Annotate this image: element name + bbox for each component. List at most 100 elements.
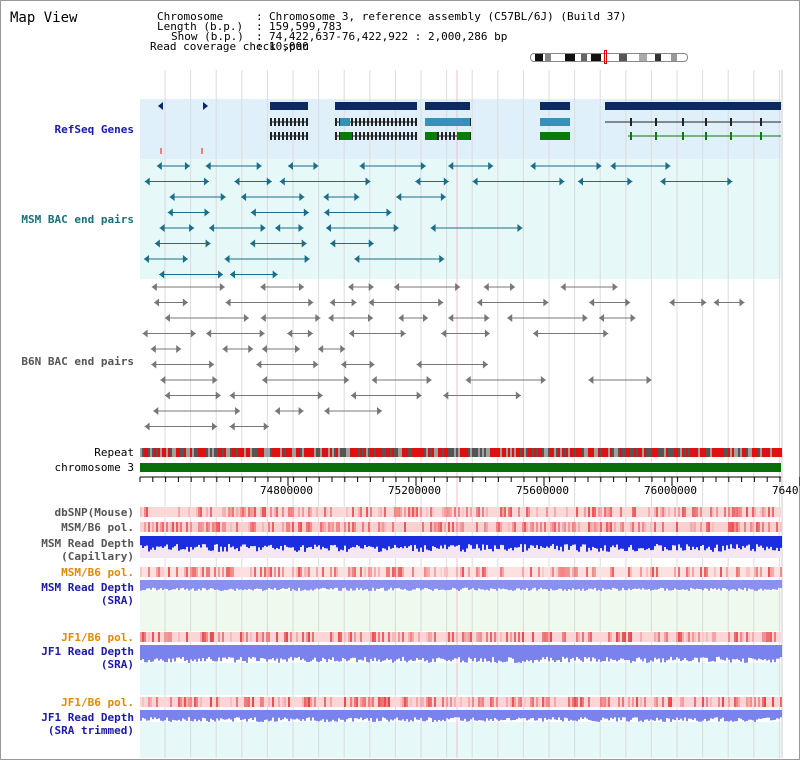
msm-depth-sra-column xyxy=(636,580,638,589)
msm-depth-cap-column xyxy=(530,536,532,546)
msm-depth-sra-column xyxy=(740,580,742,590)
msm-b6-pol2-track-cell xyxy=(278,567,280,577)
track-label-jf1-pol-1[interactable]: JF1/B6 pol. xyxy=(61,631,134,644)
jf1-depth-sra-column xyxy=(466,645,468,663)
jf1-depth-trim-column xyxy=(630,710,632,720)
msm-depth-cap-column xyxy=(414,536,416,545)
repeat-cell xyxy=(290,448,292,457)
exon xyxy=(294,132,296,140)
track-label-msm-depth-cap-1[interactable]: MSM Read Depth xyxy=(41,537,134,550)
jf1-pol-track-cell xyxy=(548,632,550,642)
repeat-cell xyxy=(152,448,154,457)
jf1-depth-trim-column xyxy=(654,710,656,721)
msm-b6-pol2-track-cell xyxy=(214,567,216,577)
repeat-cell xyxy=(440,448,442,457)
jf1-pol2-track-cell xyxy=(400,697,402,707)
jf1-depth-sra-column xyxy=(180,645,182,659)
msm-b6-pol2-track-cell xyxy=(476,567,478,577)
jf1-depth-sra-column xyxy=(176,645,178,658)
dbsnp-track-cell xyxy=(470,507,472,517)
repeat-cell xyxy=(390,448,392,457)
b6n-bac-pair-end xyxy=(243,314,249,322)
msm-depth-sra-column xyxy=(288,580,290,588)
jf1-pol-track-cell xyxy=(616,632,618,642)
track-label-repeat[interactable]: Repeat xyxy=(94,446,134,459)
msm-depth-sra-column xyxy=(570,580,572,591)
jf1-depth-trim-column xyxy=(330,710,332,722)
msm-b6-pol-track-cell xyxy=(706,522,708,532)
dbsnp-track-cell xyxy=(736,507,738,517)
repeat-cell xyxy=(748,448,750,457)
repeat-cell xyxy=(212,448,214,457)
track-label-msm-b6-pol-2[interactable]: MSM/B6 pol. xyxy=(61,566,134,579)
jf1-depth-sra-column xyxy=(306,645,308,663)
jf1-depth-sra-column xyxy=(578,645,580,659)
jf1-depth-sra-column xyxy=(148,645,150,661)
b6n-bac-pair-end xyxy=(315,314,321,322)
jf1-depth-trim-column xyxy=(614,710,616,718)
msm-b6-pol-track-cell xyxy=(324,522,326,532)
jf1-pol2-track-cell xyxy=(262,697,264,707)
track-label-msm-bac[interactable]: MSM BAC end pairs xyxy=(21,213,134,226)
msm-depth-sra-column xyxy=(634,580,636,589)
jf1-depth-trim-column xyxy=(280,710,282,721)
jf1-depth-sra-column xyxy=(280,645,282,659)
repeat-cell xyxy=(424,448,426,457)
jf1-depth-trim-column xyxy=(692,710,694,720)
msm-depth-sra-column xyxy=(432,580,434,591)
jf1-pol2-track-cell xyxy=(430,697,432,707)
b6n-bac-pair-end xyxy=(368,314,374,322)
jf1-depth-trim-column xyxy=(320,710,322,721)
jf1-depth-trim-column xyxy=(708,710,710,721)
exon xyxy=(286,132,288,140)
jf1-depth-sra-column xyxy=(620,645,622,659)
track-label-refseq[interactable]: RefSeq Genes xyxy=(54,123,134,136)
msm-b6-pol-track-cell xyxy=(514,522,516,532)
track-label-jf1-depth-trim-1[interactable]: JF1 Read Depth xyxy=(41,711,134,724)
msm-depth-cap-column xyxy=(168,536,170,550)
jf1-pol-track-cell xyxy=(762,632,764,642)
msm-depth-cap-column xyxy=(196,536,198,547)
jf1-depth-trim-column xyxy=(584,710,586,718)
msm-depth-sra-column xyxy=(726,580,728,590)
repeat-cell xyxy=(582,448,584,457)
chromosome-ideogram[interactable] xyxy=(530,53,688,62)
msm-depth-cap-column xyxy=(180,536,182,550)
msm-depth-cap-column xyxy=(294,536,296,551)
track-label-jf1-pol-2[interactable]: JF1/B6 pol. xyxy=(61,696,134,709)
track-label-msm-depth-sra-1[interactable]: MSM Read Depth xyxy=(41,581,134,594)
msm-depth-cap-column xyxy=(402,536,404,549)
jf1-pol2-track-cell xyxy=(722,697,724,707)
jf1-depth-sra-column xyxy=(284,645,286,660)
msm-depth-cap-column xyxy=(330,536,332,546)
msm-depth-cap-column xyxy=(622,536,624,549)
dbsnp-track-cell xyxy=(634,507,636,517)
jf1-pol-track-cell xyxy=(260,632,262,642)
msm-depth-cap-column xyxy=(320,536,322,550)
msm-depth-cap-column xyxy=(254,536,256,547)
track-label-jf1-depth-sra-1[interactable]: JF1 Read Depth xyxy=(41,645,134,658)
page-title: Map View xyxy=(10,10,78,26)
track-label-dbsnp[interactable]: dbSNP(Mouse) xyxy=(54,506,134,519)
track-label-msm-b6-pol-1[interactable]: MSM/B6 pol. xyxy=(61,521,134,534)
msm-b6-pol2-track-cell xyxy=(428,567,430,577)
jf1-depth-sra-column xyxy=(384,645,386,661)
track-label-b6n-bac[interactable]: B6N BAC end pairs xyxy=(21,355,134,368)
jf1-depth-sra-column xyxy=(386,645,388,659)
msm-depth-cap-column xyxy=(714,536,716,548)
jf1-pol2-track-cell xyxy=(618,697,620,707)
jf1-depth-trim-column xyxy=(314,710,316,721)
jf1-pol-track-cell xyxy=(676,632,678,642)
msm-b6-pol2-track-cell xyxy=(486,567,488,577)
jf1-pol-track-cell xyxy=(658,632,660,642)
jf1-depth-trim-column xyxy=(676,710,678,718)
jf1-depth-trim-column xyxy=(750,710,752,720)
repeat-cell xyxy=(546,448,548,457)
track-label-chromosome[interactable]: chromosome 3 xyxy=(54,461,134,474)
jf1-depth-sra-column xyxy=(674,645,676,660)
repeat-cell xyxy=(420,448,422,457)
msm-depth-cap-column xyxy=(566,536,568,545)
jf1-pol-track-cell xyxy=(452,632,454,642)
jf1-depth-trim-column xyxy=(516,710,518,719)
